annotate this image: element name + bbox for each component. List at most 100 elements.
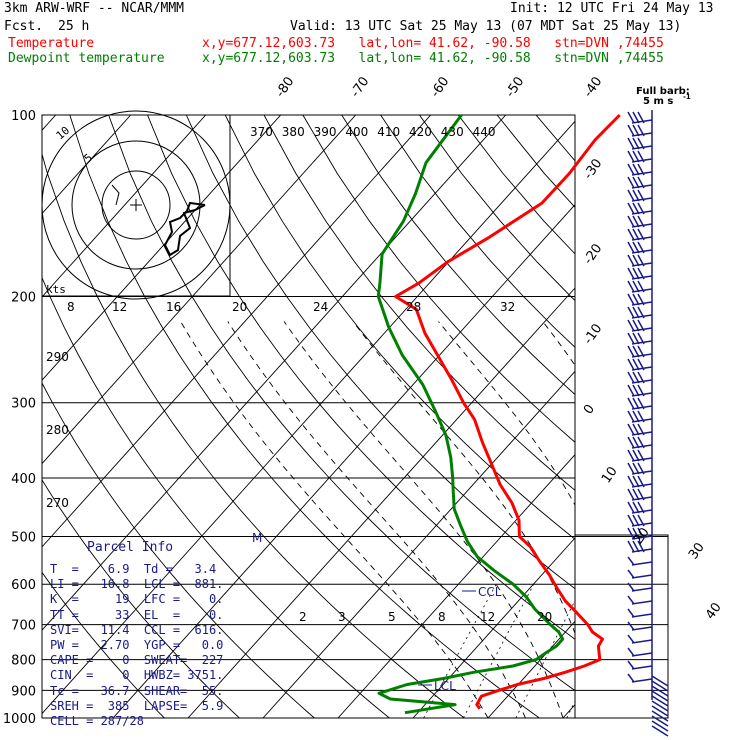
wind-barb — [627, 293, 653, 306]
pressure-tick-label: 300 — [11, 397, 36, 412]
wind-barb — [627, 488, 653, 501]
pressure-tick-label: 700 — [11, 619, 36, 634]
isotherm-label: -30 — [581, 156, 605, 182]
parcel-row-tc: Tc = 36.7 SHEAR= 55. — [50, 684, 224, 698]
wind-barb — [627, 527, 653, 540]
isotherm-label: -40 — [581, 74, 605, 100]
clipped-grid — [42, 115, 740, 719]
pressure-tick-label: 500 — [11, 530, 36, 545]
upper-scale-label: 24 — [313, 300, 328, 314]
sounding-header: 3km ARW-WRF -- NCAR/MMM Init: 12 UTC Fri… — [0, 0, 740, 70]
isotherm — [42, 115, 507, 631]
wind-barb — [627, 176, 653, 189]
wind-barb — [627, 124, 653, 137]
left-scale-label: 290 — [46, 350, 69, 364]
isotherm-label: -50 — [503, 74, 527, 100]
wind-barb — [627, 462, 653, 475]
wind-barb — [627, 202, 653, 215]
isotherm-label: -10 — [581, 321, 605, 347]
isotherm — [187, 287, 575, 718]
temperature-legend: Temperature — [8, 36, 95, 51]
level-marker: M — [252, 531, 262, 545]
hodograph-ring-label: 10 — [54, 124, 73, 142]
wind-barb-surface — [651, 680, 669, 692]
plot-frame — [41, 114, 576, 719]
hodograph-units: kts — [46, 283, 66, 296]
wind-barb-surface — [651, 695, 669, 707]
hodograph-ring — [101, 170, 171, 240]
hodograph-trace-tail — [111, 184, 120, 206]
wind-barb — [627, 556, 653, 566]
dry-adiabat — [730, 115, 740, 718]
isotherm-label: -20 — [581, 241, 605, 267]
mixing-ratio-label: 12 — [480, 610, 495, 624]
wind-barb-surface — [651, 690, 669, 702]
parcel-row-cell: CELL = 287/28 — [50, 714, 144, 728]
lower-frame — [575, 534, 669, 719]
dry-adiabat — [147, 115, 575, 640]
parcel-row-svi: SVI= 11.4 CCL = 616. — [50, 623, 224, 637]
wind-barb-surface — [651, 725, 669, 737]
dry-adiabat — [42, 571, 165, 718]
temperature-trace — [394, 113, 621, 710]
pressure-tick-label: 800 — [11, 654, 36, 669]
parcel-row-pw: PW = 2.70 YGP = 0.0 — [50, 638, 224, 652]
dry-adiabat — [69, 115, 540, 718]
upper-scale-label: 20 — [232, 300, 247, 314]
pressure-tick-label: 100 — [11, 109, 36, 124]
isotherm-label: 30 — [686, 540, 708, 562]
isotherm — [262, 370, 575, 718]
isotherm-label: 40 — [703, 600, 725, 622]
wind-barb — [627, 215, 653, 228]
moist-adiabat — [542, 321, 575, 366]
mixing-ratio-label: 20 — [537, 610, 552, 624]
wind-barb — [627, 501, 653, 514]
wind-barb — [627, 241, 653, 254]
isotherm-label: -70 — [348, 74, 372, 100]
model-title: 3km ARW-WRF -- NCAR/MMM — [4, 1, 185, 16]
pressure-tick-label: 600 — [11, 578, 36, 593]
barb-legend-title: Full barb: — [636, 86, 690, 97]
parcel-info-title: Parcel Info — [87, 540, 174, 555]
parcel-row-li: LI = 16.8 LCL = 881. — [50, 577, 224, 591]
dry-adiabat — [535, 115, 575, 162]
dry-adiabat — [42, 152, 465, 718]
wind-barb — [627, 189, 653, 202]
barb-legend-value: 5 m s — [643, 96, 673, 107]
moist-adiabat — [180, 321, 489, 718]
forecast-label: Fcst. — [4, 19, 44, 34]
moist-adiabat — [656, 322, 714, 719]
upper-scale-label: 16 — [166, 300, 181, 314]
isotherm-label: 10 — [599, 464, 621, 486]
wind-barb — [627, 475, 653, 488]
hodograph-trace — [163, 201, 206, 257]
mixing-ratio-line — [613, 584, 675, 718]
wind-barb — [627, 163, 653, 176]
pressure-tick-label: 1000 — [3, 712, 36, 727]
isentrope-label: 410 — [377, 125, 400, 139]
dry-adiabat — [263, 115, 575, 491]
upper-scale-label: 8 — [67, 300, 75, 314]
isotherm — [42, 115, 357, 465]
mixing-ratio-label: 3 — [338, 610, 346, 624]
wind-barb-surface — [651, 685, 669, 697]
moist-adiabat — [227, 321, 526, 718]
dry-adiabat — [496, 115, 575, 208]
parcel-row-sreh: SREH = 385 LAPSE= 5.9 — [50, 699, 224, 713]
wind-barb — [627, 449, 653, 462]
valid-time: Valid: 13 UTC Sat 25 May 13 (07 MDT Sat … — [290, 19, 682, 34]
dry-adiabat — [302, 115, 575, 443]
wind-barb — [627, 647, 653, 657]
isotherm — [42, 115, 282, 381]
wind-barb — [627, 569, 653, 579]
wind-barb — [627, 397, 653, 410]
wind-barb — [627, 621, 653, 631]
forecast-hour: 25 h — [58, 19, 90, 34]
wind-barb-surface — [651, 710, 669, 722]
wind-barb-surface — [651, 715, 669, 727]
wind-barb — [627, 358, 653, 371]
dry-adiabat — [42, 382, 315, 718]
dry-adiabat — [380, 115, 575, 348]
wind-barb — [627, 228, 653, 241]
